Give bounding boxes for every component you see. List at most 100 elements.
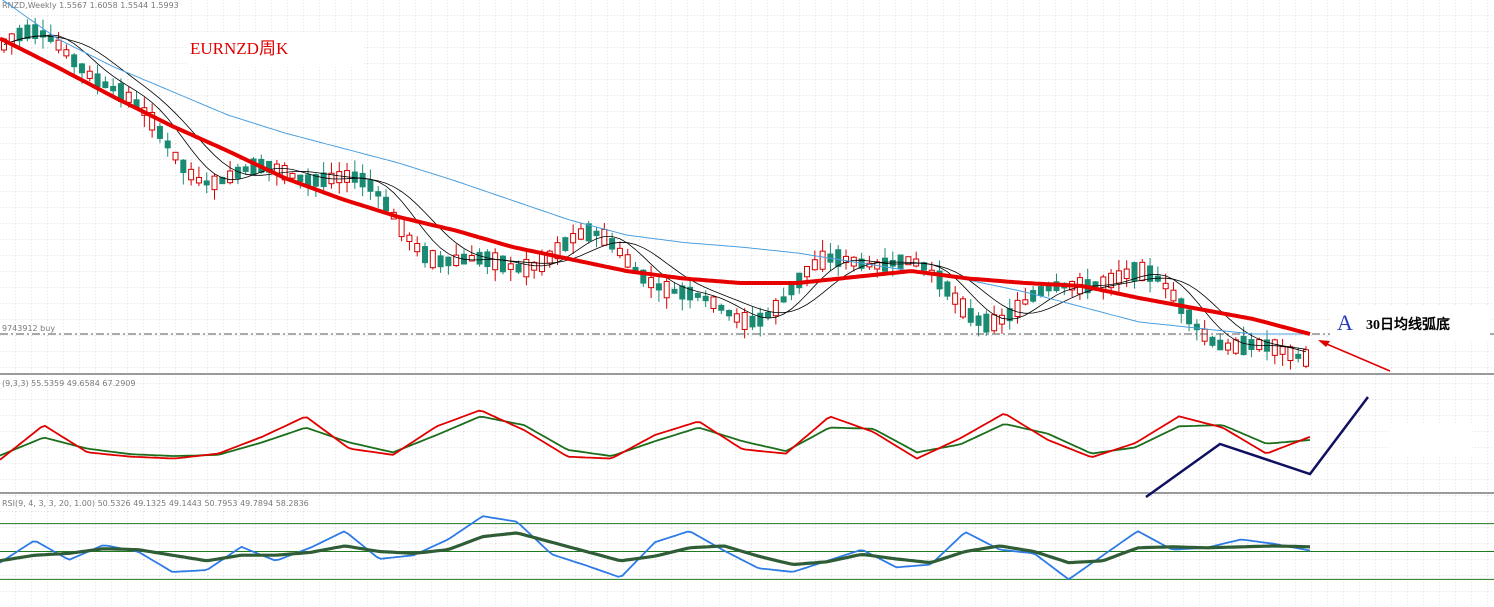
candle-body xyxy=(741,311,748,330)
candle-body xyxy=(1201,328,1208,342)
candle-body xyxy=(437,255,444,268)
candle-body xyxy=(749,315,756,328)
candle-body xyxy=(983,313,990,333)
candle-body xyxy=(1287,346,1294,362)
candle-body xyxy=(297,174,304,183)
candle-body xyxy=(1225,342,1232,351)
rsi-header: RSI(9, 4, 3, 3, 20, 1.00) 50.5326 49.132… xyxy=(2,499,309,508)
candle-body xyxy=(86,70,93,79)
chart-title: EURNZD周K xyxy=(190,39,289,58)
candle-body xyxy=(320,172,327,188)
candle-body xyxy=(1217,339,1224,351)
candle-body xyxy=(383,196,390,212)
blank-label-box xyxy=(1390,425,1472,457)
candle-body xyxy=(679,285,686,300)
candle-body xyxy=(1279,346,1286,355)
note-text: 30日均线弧底 xyxy=(1366,316,1450,333)
stoch-d-line xyxy=(0,415,1311,457)
candle-body xyxy=(991,314,998,332)
candle-body xyxy=(959,298,966,318)
candle-body xyxy=(718,304,725,311)
rsi-lines-layer xyxy=(0,515,1494,581)
candle-body xyxy=(1037,286,1044,297)
candle-body xyxy=(507,263,514,270)
candle-body xyxy=(398,218,405,238)
candle-body xyxy=(772,299,779,317)
candle-body xyxy=(1162,282,1169,290)
candle-body xyxy=(804,265,811,278)
stoch-lines-layer xyxy=(0,409,1311,461)
candles-layer xyxy=(1,18,1309,370)
candle-body xyxy=(39,30,46,38)
candle-body xyxy=(16,27,23,42)
title-box xyxy=(186,32,364,65)
candle-body xyxy=(811,259,818,271)
candle-body xyxy=(1232,339,1239,354)
candle-body xyxy=(375,191,382,197)
rsi-fast-line xyxy=(0,515,1311,581)
candle-body xyxy=(172,151,179,161)
candle-body xyxy=(1014,299,1021,317)
candle-body xyxy=(843,255,850,264)
candle-body xyxy=(1147,265,1154,282)
candle-body xyxy=(211,175,218,191)
stoch-k-line xyxy=(0,409,1311,461)
candle-body xyxy=(531,261,538,271)
candle-body xyxy=(110,85,117,92)
candle-body xyxy=(835,249,842,267)
candle-body xyxy=(188,168,195,181)
candle-body xyxy=(476,251,483,265)
note-box xyxy=(1330,305,1490,340)
arrow-line xyxy=(1321,341,1391,372)
candle-body xyxy=(765,311,772,319)
candle-body xyxy=(227,170,234,184)
ma-fast-line xyxy=(3,35,1307,350)
marker-a: A xyxy=(1337,310,1353,335)
candle-body xyxy=(702,295,709,302)
candle-body xyxy=(445,256,452,267)
candle-body xyxy=(593,230,600,237)
stoch-pane-bg xyxy=(0,376,1494,491)
candle-body xyxy=(538,253,545,273)
candle-body xyxy=(63,49,70,57)
candle-body xyxy=(1139,261,1146,282)
ma-long-line xyxy=(1,0,1310,335)
candle-body xyxy=(102,81,109,88)
candle-body xyxy=(359,172,366,188)
candle-body xyxy=(312,174,319,187)
candle-body xyxy=(1131,262,1138,282)
candle-body xyxy=(554,242,561,260)
candle-body xyxy=(788,284,795,296)
candle-body xyxy=(523,258,530,278)
candle-body xyxy=(881,257,888,272)
candle-body xyxy=(305,174,312,186)
candle-body xyxy=(952,292,959,305)
candle-body xyxy=(492,252,499,271)
candle-body xyxy=(975,315,982,326)
candle-body xyxy=(1303,349,1309,367)
ma-lines-layer xyxy=(0,0,1494,353)
candle-body xyxy=(585,223,592,242)
candle-body xyxy=(156,126,163,139)
candle-body xyxy=(422,246,429,264)
candle-body xyxy=(24,24,31,40)
candle-body xyxy=(1240,335,1247,356)
candle-body xyxy=(562,237,569,251)
candle-body xyxy=(967,308,974,323)
candle-body xyxy=(180,159,187,174)
candle-body xyxy=(429,250,436,269)
candle-body xyxy=(289,172,296,179)
candle-body xyxy=(203,180,210,186)
candle-body xyxy=(94,73,101,88)
candle-body xyxy=(336,171,343,184)
arrow-head xyxy=(1318,340,1330,347)
candle-body xyxy=(1193,323,1200,331)
candle-body xyxy=(414,242,421,253)
candle-body xyxy=(1123,268,1130,280)
candle-body xyxy=(624,254,631,268)
candle-body xyxy=(1022,299,1029,305)
candle-body xyxy=(1108,272,1115,289)
candle-body xyxy=(757,312,764,327)
